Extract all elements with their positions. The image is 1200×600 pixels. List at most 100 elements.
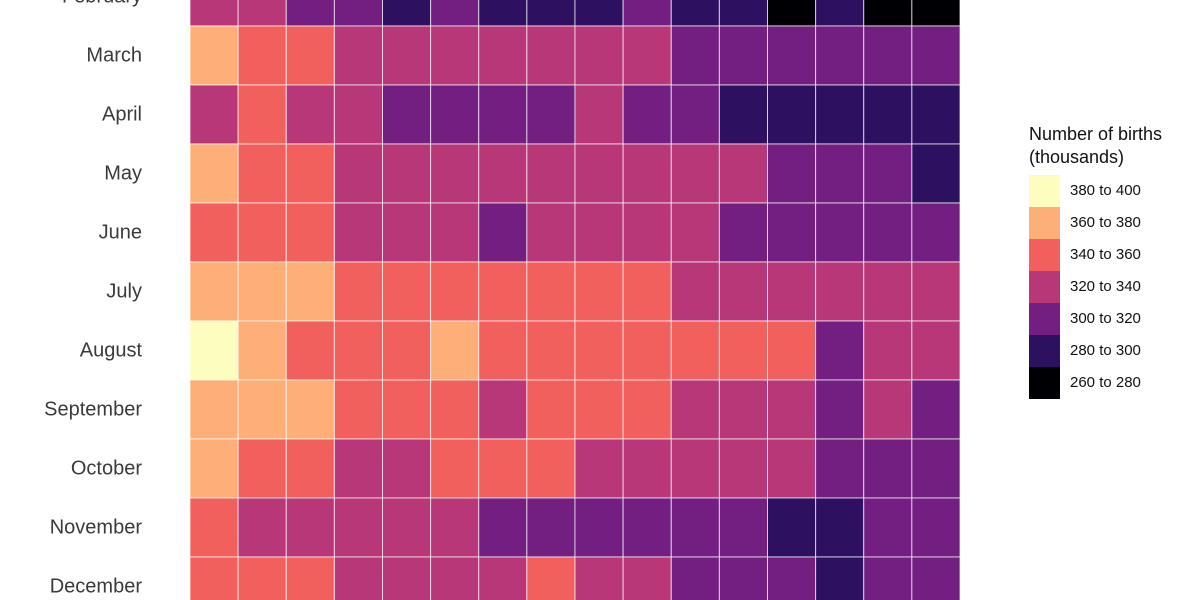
heatmap-cell xyxy=(670,84,720,145)
y-tick-label: August xyxy=(79,339,142,361)
heatmap-cell xyxy=(333,84,383,145)
legend-swatch xyxy=(1029,175,1060,207)
heatmap-cell xyxy=(382,320,432,381)
heatmap-cell xyxy=(189,143,239,204)
heatmap-cell xyxy=(430,556,480,600)
heatmap-cell xyxy=(670,556,720,600)
heatmap-cell xyxy=(718,143,768,204)
heatmap-cell xyxy=(526,261,576,322)
heatmap-cell xyxy=(478,261,528,322)
heatmap-cell xyxy=(863,143,913,204)
heatmap-cell xyxy=(622,379,672,440)
heatmap-cell xyxy=(863,438,913,499)
heatmap-cell xyxy=(767,556,817,600)
heatmap-cell xyxy=(767,261,817,322)
heatmap-cell xyxy=(622,556,672,600)
heatmap-cell xyxy=(622,143,672,204)
heatmap-cell xyxy=(382,556,432,600)
heatmap-cell xyxy=(863,261,913,322)
heatmap-cell xyxy=(478,556,528,600)
legend-item: 340 to 360 xyxy=(1029,239,1200,271)
heatmap-cell xyxy=(863,0,913,27)
heatmap-cell xyxy=(430,202,480,263)
heatmap-cell xyxy=(382,143,432,204)
heatmap-cell xyxy=(815,202,865,263)
heatmap-cell xyxy=(478,379,528,440)
heatmap-cell xyxy=(333,497,383,558)
heatmap-cell xyxy=(382,202,432,263)
heatmap-cell xyxy=(815,497,865,558)
heatmap-cell xyxy=(767,497,817,558)
heatmap-cell xyxy=(574,379,624,440)
heatmap-cell xyxy=(333,25,383,86)
legend-swatch xyxy=(1029,207,1060,239)
heatmap-cell xyxy=(911,0,961,27)
y-tick-label: July xyxy=(106,280,142,302)
heatmap-cell xyxy=(526,25,576,86)
heatmap-cell xyxy=(670,261,720,322)
heatmap-cell xyxy=(622,438,672,499)
heatmap-cell xyxy=(767,84,817,145)
y-tick-label: September xyxy=(44,398,142,420)
heatmap-cell xyxy=(574,202,624,263)
heatmap-cell xyxy=(911,379,961,440)
heatmap-cell xyxy=(911,556,961,600)
heatmap-cell xyxy=(670,202,720,263)
heatmap-cell xyxy=(526,202,576,263)
heatmap-cell xyxy=(670,320,720,381)
heatmap-cell xyxy=(718,497,768,558)
heatmap-cell xyxy=(815,438,865,499)
heatmap-cell xyxy=(718,84,768,145)
legend-item: 380 to 400 xyxy=(1029,175,1200,207)
heatmap-cell xyxy=(237,202,287,263)
heatmap-cell xyxy=(285,497,335,558)
heatmap-cell xyxy=(478,497,528,558)
heatmap-cell xyxy=(237,25,287,86)
heatmap-cell xyxy=(718,261,768,322)
heatmap-cell xyxy=(863,556,913,600)
heatmap-cell xyxy=(430,0,480,27)
heatmap-cell xyxy=(670,497,720,558)
legend-title-line2: (thousands) xyxy=(1029,147,1125,167)
heatmap-cell xyxy=(622,84,672,145)
y-tick-label: October xyxy=(70,457,142,479)
heatmap-cell xyxy=(574,143,624,204)
legend-swatch xyxy=(1029,367,1060,399)
legend-swatch xyxy=(1029,271,1060,303)
legend-label: 360 to 380 xyxy=(1070,214,1141,231)
heatmap-cell xyxy=(815,261,865,322)
heatmap-cell xyxy=(285,25,335,86)
heatmap-cell xyxy=(333,438,383,499)
heatmap-cell xyxy=(815,556,865,600)
heatmap-cell xyxy=(574,25,624,86)
heatmap-cell xyxy=(430,261,480,322)
heatmap-cell xyxy=(382,379,432,440)
heatmap-cell xyxy=(863,25,913,86)
heatmap-cell xyxy=(574,261,624,322)
heatmap-cell xyxy=(285,320,335,381)
heatmap-cell xyxy=(382,0,432,27)
heatmap-cell xyxy=(670,379,720,440)
heatmap-cell xyxy=(430,25,480,86)
y-tick-label: November xyxy=(49,516,142,538)
legend-title-line1: Number of births xyxy=(1029,124,1163,144)
heatmap-cell xyxy=(430,143,480,204)
heatmap-cell xyxy=(285,438,335,499)
heatmap-cell xyxy=(382,261,432,322)
heatmap-cell xyxy=(718,438,768,499)
heatmap-cell xyxy=(670,25,720,86)
legend-swatch xyxy=(1029,303,1060,335)
legend-label: 300 to 320 xyxy=(1070,310,1141,327)
heatmap-cell xyxy=(189,379,239,440)
heatmap-cell xyxy=(285,0,335,27)
legend-label: 280 to 300 xyxy=(1070,342,1141,359)
heatmap-cell xyxy=(767,438,817,499)
heatmap-cell xyxy=(478,320,528,381)
heatmap-cell xyxy=(526,84,576,145)
legend-label: 320 to 340 xyxy=(1070,278,1141,295)
heatmap-cell xyxy=(815,0,865,27)
heatmap-cell xyxy=(285,261,335,322)
heatmap-cell xyxy=(815,379,865,440)
heatmap-cell xyxy=(767,143,817,204)
legend-item: 320 to 340 xyxy=(1029,271,1200,303)
